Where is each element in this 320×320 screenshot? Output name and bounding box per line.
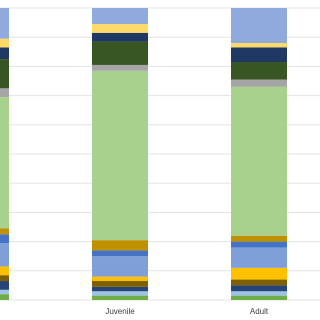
bar-segment bbox=[0, 289, 9, 295]
bar-segment bbox=[92, 276, 148, 282]
bar-segment bbox=[0, 59, 9, 89]
bar-segment bbox=[231, 241, 287, 248]
bar-segment bbox=[92, 256, 148, 277]
bar-segment bbox=[92, 291, 148, 296]
bar-segment bbox=[231, 47, 287, 63]
bar-segment bbox=[231, 79, 287, 87]
bar-segment bbox=[0, 275, 9, 282]
bar-segment bbox=[231, 62, 287, 80]
bar-segment bbox=[92, 32, 148, 42]
bar-segment bbox=[231, 86, 287, 236]
bar-segment bbox=[92, 24, 148, 33]
bar-segment bbox=[92, 64, 148, 71]
x-tick-label: Juvenile bbox=[105, 307, 135, 316]
bar-segment bbox=[231, 279, 287, 286]
bar-segment bbox=[231, 235, 287, 242]
bar-segment bbox=[0, 38, 9, 48]
bar-segment bbox=[231, 8, 287, 44]
bar-segment bbox=[0, 294, 9, 300]
x-tick-label: Adult bbox=[250, 307, 269, 316]
bar-segment bbox=[231, 291, 287, 296]
bar-segment bbox=[231, 295, 287, 300]
bar-segment bbox=[92, 286, 148, 292]
bar-segment bbox=[231, 267, 287, 280]
bar-segment bbox=[0, 228, 9, 235]
bar-segment bbox=[0, 266, 9, 276]
bar-segment bbox=[92, 240, 148, 251]
bar-segment bbox=[92, 281, 148, 287]
bar-segment bbox=[0, 47, 9, 60]
bar-segment bbox=[0, 281, 9, 290]
bar-segment bbox=[231, 247, 287, 268]
bar-segment bbox=[0, 243, 9, 267]
bar-segment bbox=[92, 70, 148, 241]
bar-segment bbox=[0, 8, 9, 39]
bar-segment bbox=[92, 41, 148, 65]
bar-segment bbox=[92, 250, 148, 257]
bar-segment bbox=[92, 295, 148, 300]
bar-segment bbox=[231, 285, 287, 292]
bar-segment bbox=[0, 97, 9, 229]
bar-segment bbox=[231, 43, 287, 48]
bar-segment bbox=[92, 8, 148, 25]
bar-segment bbox=[0, 234, 9, 244]
bar-segment bbox=[0, 88, 9, 98]
